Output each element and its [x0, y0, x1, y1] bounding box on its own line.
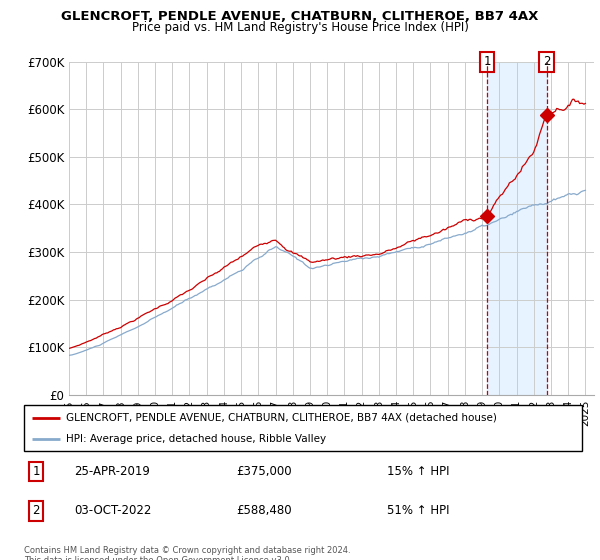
Text: 1: 1 — [32, 465, 40, 478]
Text: 25-APR-2019: 25-APR-2019 — [74, 465, 150, 478]
Text: £588,480: £588,480 — [236, 504, 292, 517]
Text: £375,000: £375,000 — [236, 465, 292, 478]
Text: GLENCROFT, PENDLE AVENUE, CHATBURN, CLITHEROE, BB7 4AX: GLENCROFT, PENDLE AVENUE, CHATBURN, CLIT… — [61, 10, 539, 22]
Text: 51% ↑ HPI: 51% ↑ HPI — [387, 504, 449, 517]
Text: Price paid vs. HM Land Registry's House Price Index (HPI): Price paid vs. HM Land Registry's House … — [131, 21, 469, 34]
FancyBboxPatch shape — [24, 405, 582, 451]
Text: 2: 2 — [543, 55, 550, 68]
Text: 15% ↑ HPI: 15% ↑ HPI — [387, 465, 449, 478]
Text: GLENCROFT, PENDLE AVENUE, CHATBURN, CLITHEROE, BB7 4AX (detached house): GLENCROFT, PENDLE AVENUE, CHATBURN, CLIT… — [66, 413, 497, 423]
Text: 2: 2 — [32, 504, 40, 517]
Text: 03-OCT-2022: 03-OCT-2022 — [74, 504, 152, 517]
Bar — [487, 62, 547, 395]
Text: HPI: Average price, detached house, Ribble Valley: HPI: Average price, detached house, Ribb… — [66, 435, 326, 444]
Text: Contains HM Land Registry data © Crown copyright and database right 2024.
This d: Contains HM Land Registry data © Crown c… — [24, 546, 350, 560]
Text: 1: 1 — [484, 55, 491, 68]
